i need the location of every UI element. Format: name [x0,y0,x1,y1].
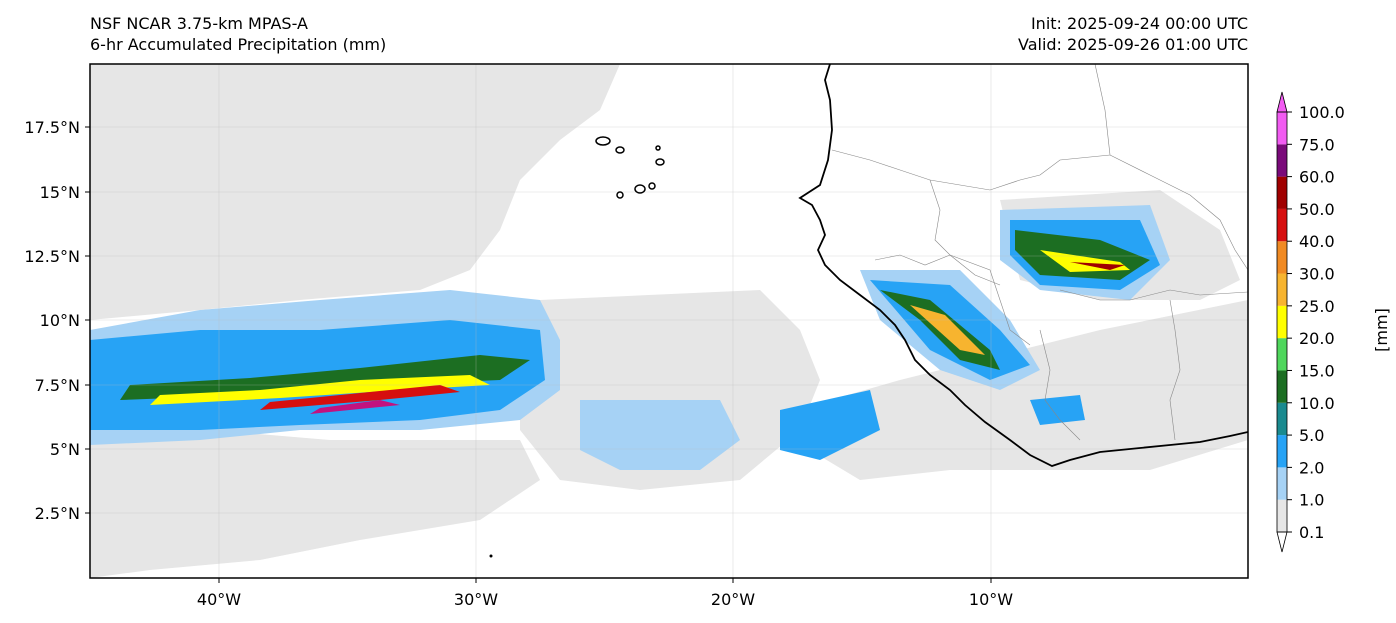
colorbar-level-label: 30.0 [1299,265,1335,284]
colorbar-segment [1277,305,1287,339]
colorbar-level-label: 1.0 [1299,491,1324,510]
colorbar-extend-max [1276,91,1288,113]
lat-tick-label: 7.5°N [35,376,80,395]
colorbar-segment [1277,112,1287,145]
africa-coastline [798,64,1248,467]
map-header-left: NSF NCAR 3.75-km MPAS-A 6-hr Accumulated… [90,13,386,55]
lat-tick-label: 5°N [50,440,80,459]
lon-tick-label: 20°W [711,590,755,609]
colorbar-segment [1277,144,1287,177]
colorbar-level-label: 50.0 [1299,200,1335,219]
island-dot [489,554,493,558]
colorbar-level-label: 75.0 [1299,135,1335,154]
colorbar-segment [1277,435,1287,468]
colorbar-level-label: 0.1 [1299,523,1324,542]
lon-tick-label: 10°W [969,590,1013,609]
lon-tick-label: 30°W [454,590,498,609]
colorbar-segment [1277,241,1287,274]
cape-verde-islands [595,136,665,199]
init-time: Init: 2025-09-24 00:00 UTC [1030,14,1248,33]
colorbar-level-label: 15.0 [1299,361,1335,380]
lat-tick-label: 17.5°N [24,118,80,137]
colorbar-unit-label: [mm] [1372,308,1391,352]
colorbar-segment [1277,338,1287,371]
lon-axis [218,578,992,583]
colorbar-segment [1277,370,1287,403]
colorbar-segment [1277,208,1287,242]
intense-precip-cores [120,230,1150,414]
country-borders [831,64,1248,441]
colorbar-level-label: 2.0 [1299,458,1324,477]
colorbar-outline [1276,111,1288,533]
colorbar-segment [1277,402,1287,436]
colorbar-level-label: 5.0 [1299,426,1324,445]
colorbar-level-label: 25.0 [1299,297,1335,316]
colorbar-segment [1277,499,1287,532]
colorbar: 0.1 1.0 2.0 5.0 10.0 15.0 20.0 25.0 30.0 40.0 50.0… [1276,91,1345,553]
graticule [90,64,1248,578]
map-title: NSF NCAR 3.75-km MPAS-A [90,14,308,33]
map-header-right: Init: 2025-09-24 00:00 UTC Valid: 2025-0… [1018,13,1248,55]
colorbar-level-label: 10.0 [1299,394,1335,413]
valid-time: Valid: 2025-09-26 01:00 UTC [1017,35,1248,54]
lat-tick-label: 12.5°N [24,247,80,266]
colorbar-level-label: 100.0 [1299,103,1345,122]
map-subtitle: 6-hr Accumulated Precipitation (mm) [90,35,387,54]
colorbar-segment [1277,176,1287,209]
colorbar-segment [1277,467,1287,500]
colorbar-level-label: 40.0 [1299,232,1335,251]
lat-tick-label: 10°N [40,311,80,330]
colorbar-level-label: 20.0 [1299,329,1335,348]
lon-tick-label: 40°W [197,590,241,609]
colorbar-extend-min [1276,531,1288,553]
lat-tick-label: 2.5°N [35,504,80,523]
lat-axis [85,126,90,514]
lat-tick-label: 15°N [40,183,80,202]
map-frame [89,63,1249,579]
colorbar-segment [1277,273,1287,306]
map-plot-area [89,63,1249,579]
colorbar-level-label: 60.0 [1299,168,1335,187]
